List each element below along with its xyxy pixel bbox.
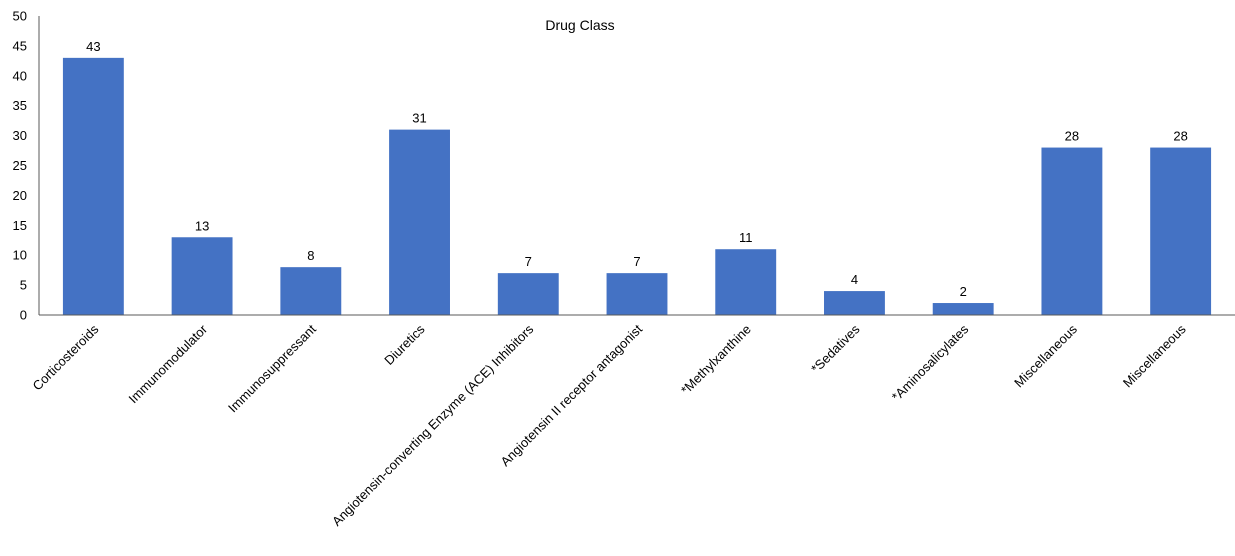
x-tick-label: Miscellaneous [1011, 321, 1080, 390]
bar [824, 291, 885, 315]
bar [280, 267, 342, 315]
bar [389, 129, 450, 315]
bar [171, 237, 233, 315]
y-tick-label: 5 [20, 278, 27, 293]
x-tick-label: Immunosuppressant [225, 321, 319, 415]
x-tick-label: Angiotensin-converting Enzyme (ACE) Inhi… [329, 321, 537, 529]
bar [606, 273, 668, 315]
y-axis-ticks: 0 5 10 15 20 25 30 35 40 45 50 [13, 9, 27, 323]
x-tick-label: Diuretics [381, 321, 428, 368]
data-label: 28 [1173, 129, 1187, 144]
y-tick-label: 10 [13, 248, 27, 263]
y-tick-label: 45 [13, 38, 27, 53]
bar [1041, 147, 1103, 315]
bar [715, 249, 777, 315]
y-tick-label: 20 [13, 188, 27, 203]
data-label: 7 [633, 254, 640, 269]
chart-title: Drug Class [545, 17, 614, 33]
data-label: 2 [960, 284, 967, 299]
x-tick-label: Corticosteroids [30, 321, 102, 393]
bar [1150, 147, 1212, 315]
data-labels: 43 13 8 31 7 7 11 4 2 28 28 [86, 39, 1188, 299]
data-label: 11 [739, 230, 753, 245]
bar [497, 273, 559, 315]
bar [932, 303, 994, 315]
x-tick-label: Immunomodulator [126, 321, 211, 406]
data-label: 43 [86, 39, 100, 54]
y-tick-label: 0 [20, 308, 27, 323]
y-tick-label: 35 [13, 98, 27, 113]
data-label: 4 [851, 272, 858, 287]
data-label: 7 [525, 254, 532, 269]
x-tick-label: Miscellaneous [1120, 321, 1189, 390]
x-tick-label: *Methylxanthine [678, 322, 754, 398]
y-tick-label: 40 [13, 68, 27, 83]
bar [62, 57, 124, 316]
data-label: 13 [195, 218, 209, 233]
category-labels: Corticosteroids Immunomodulator Immunosupp… [30, 321, 1190, 529]
x-tick-label: *Aminosalicylates [889, 321, 972, 404]
y-tick-label: 25 [13, 158, 27, 173]
data-label: 31 [412, 111, 426, 126]
y-tick-label: 15 [13, 218, 27, 233]
y-tick-label: 30 [13, 128, 27, 143]
y-tick-label: 50 [13, 9, 27, 24]
x-tick-label: *Sedatives [808, 321, 863, 376]
bars [62, 57, 1212, 316]
data-label: 28 [1065, 129, 1079, 144]
data-label: 8 [307, 248, 314, 263]
